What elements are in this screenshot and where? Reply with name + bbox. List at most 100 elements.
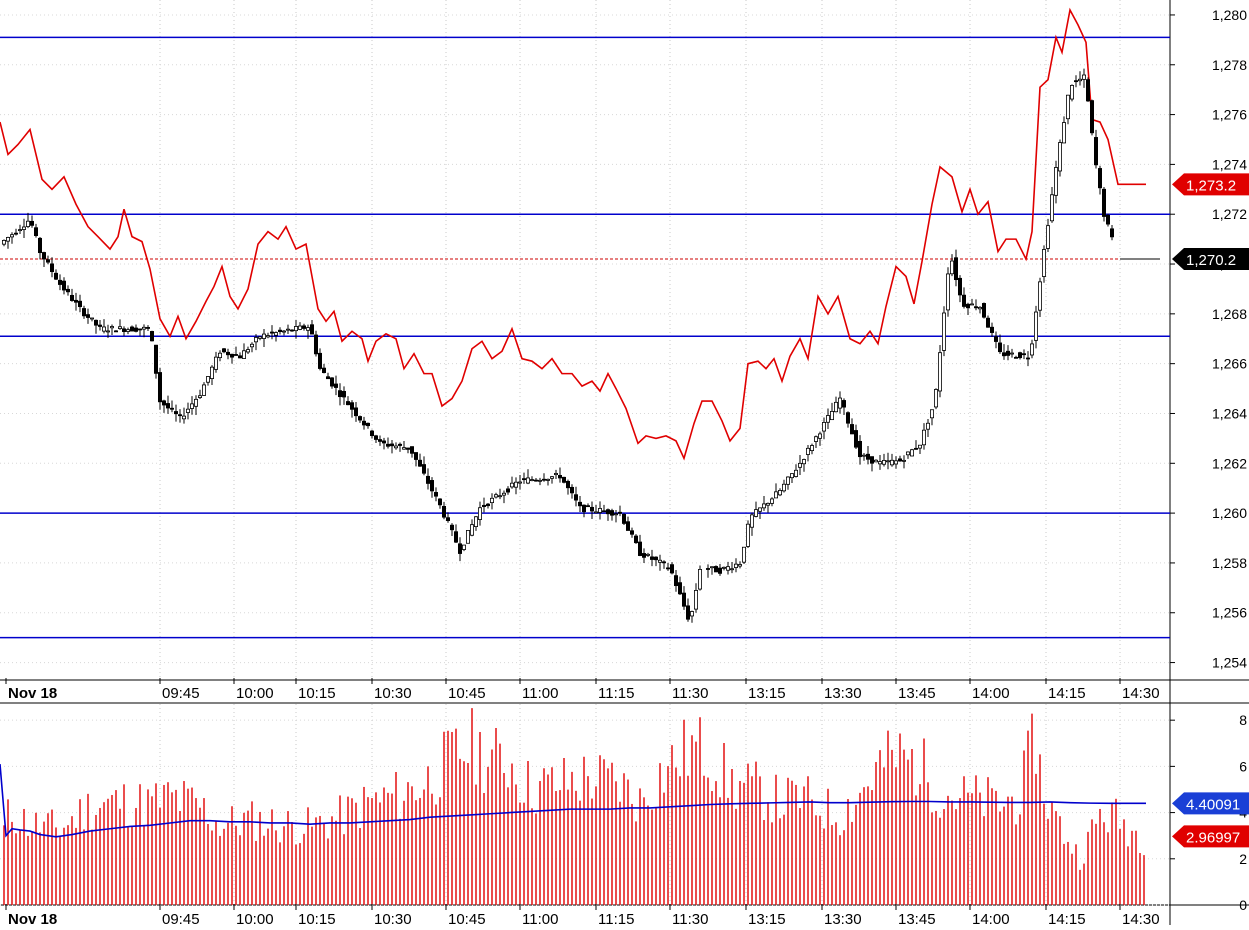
- candle-body-down: [1086, 79, 1091, 102]
- last-price-tag-text: 1,270.2: [1186, 252, 1236, 269]
- volume-panel: [0, 708, 1146, 905]
- candle-body-down: [998, 342, 1003, 353]
- candle-body-down: [389, 443, 394, 447]
- candle-body-up: [538, 479, 543, 482]
- candle-body-up: [882, 460, 887, 465]
- candle-body-up: [766, 502, 771, 506]
- xtick-label-volume: 10:30: [374, 911, 412, 925]
- candle-body-up: [393, 445, 398, 449]
- candle-body-up: [526, 477, 531, 484]
- candle-body-down: [457, 543, 462, 554]
- candle-body-down: [1090, 100, 1095, 134]
- candle-body-down: [165, 403, 170, 409]
- candle-body-up: [518, 481, 523, 484]
- candle-body-up: [110, 326, 115, 329]
- xaxis-date-label-volume: Nov 18: [8, 911, 57, 925]
- candle-body-down: [50, 263, 55, 273]
- candle-body-up: [942, 312, 947, 351]
- candle-body-up: [197, 395, 202, 398]
- candle-body-down: [361, 420, 366, 426]
- candle-body-up: [742, 546, 747, 563]
- candle-body-up: [213, 356, 218, 370]
- candle-body-down: [850, 424, 855, 435]
- xtick-label-price: 11:00: [522, 685, 558, 702]
- candle-body-up: [730, 568, 735, 571]
- candle-body-down: [381, 440, 386, 444]
- candle-body-down: [914, 447, 919, 450]
- candle-body-up: [21, 226, 26, 230]
- candle-body-down: [986, 317, 991, 328]
- candle-body-up: [249, 343, 254, 348]
- candle-body-down: [570, 486, 575, 494]
- candle-body-up: [794, 469, 799, 477]
- candle-body-down: [522, 478, 527, 481]
- candle-body-up: [1038, 281, 1043, 311]
- candle-body-down: [13, 232, 18, 235]
- candle-body-down: [854, 430, 859, 448]
- candle-body-down: [622, 514, 627, 524]
- candle-body-up: [806, 447, 811, 455]
- candle-body-up: [477, 507, 482, 520]
- candle-body-down: [38, 237, 43, 254]
- candle-body-up: [790, 473, 795, 479]
- candle-body-up: [25, 220, 30, 227]
- candle-body-down: [846, 412, 851, 424]
- candle-body-down: [449, 524, 454, 531]
- candle-body-up: [658, 559, 663, 563]
- candle-body-down: [341, 390, 346, 398]
- candle-body-up: [530, 479, 535, 482]
- candle-body-up: [690, 611, 695, 617]
- candle-body-up: [822, 422, 827, 432]
- candle-body-up: [862, 454, 867, 457]
- xtick-label-price: 14:30: [1122, 685, 1160, 702]
- candle-body-up: [141, 326, 146, 330]
- candle-body-up: [722, 566, 727, 569]
- price-ytick-label: 1,266: [1212, 356, 1247, 372]
- candle-body-up: [818, 433, 823, 439]
- xtick-label-price: 14:00: [972, 685, 1010, 702]
- xaxis-date-label-price: Nov 18: [8, 685, 57, 702]
- xtick-label-price: 10:00: [236, 685, 274, 702]
- candle-body-up: [102, 326, 107, 332]
- candle-body-down: [122, 328, 127, 332]
- candle-body-down: [606, 509, 611, 515]
- price-ytick-label: 1,256: [1212, 605, 1247, 621]
- candle-body-down: [145, 327, 150, 329]
- price-panel: [0, 7, 1170, 639]
- candle-body-up: [594, 511, 599, 514]
- candle-body-down: [994, 336, 999, 342]
- candle-body-up: [698, 569, 703, 590]
- xtick-label-volume: 11:15: [598, 911, 634, 925]
- candle-body-down: [94, 319, 99, 326]
- candle-body-up: [726, 566, 731, 571]
- volume-last-tag-text: 2.96997: [1186, 829, 1240, 846]
- candle-body-up: [489, 497, 494, 504]
- overlay-price-tag: 1,273.2: [1172, 173, 1249, 196]
- candle-body-down: [333, 383, 338, 388]
- candle-body-down: [898, 458, 903, 462]
- candle-body-down: [221, 348, 226, 353]
- candle-body-down: [233, 354, 238, 356]
- candle-body-down: [481, 504, 486, 508]
- candle-body-up: [189, 403, 194, 409]
- price-ytick-label: 1,258: [1212, 555, 1247, 571]
- xtick-label-price: 09:45: [162, 685, 200, 702]
- candle-body-down: [1026, 357, 1031, 360]
- candle-body-up: [754, 509, 759, 517]
- candle-body-up: [738, 564, 743, 567]
- xtick-label-volume: 11:30: [672, 911, 708, 925]
- candle-body-down: [654, 556, 659, 561]
- candle-body-down: [66, 288, 71, 293]
- candle-body-up: [646, 553, 651, 556]
- candle-body-down: [161, 400, 166, 406]
- candle-body-up: [894, 460, 899, 465]
- candle-body-down: [714, 566, 719, 573]
- candle-body-up: [978, 306, 983, 310]
- candle-body-up: [834, 401, 839, 413]
- candle-body-down: [337, 390, 342, 398]
- volume-ytick-label: 0: [1239, 897, 1247, 913]
- candle-body-down: [1074, 80, 1079, 83]
- candle-body-down: [1094, 137, 1099, 166]
- candle-body-up: [285, 328, 290, 331]
